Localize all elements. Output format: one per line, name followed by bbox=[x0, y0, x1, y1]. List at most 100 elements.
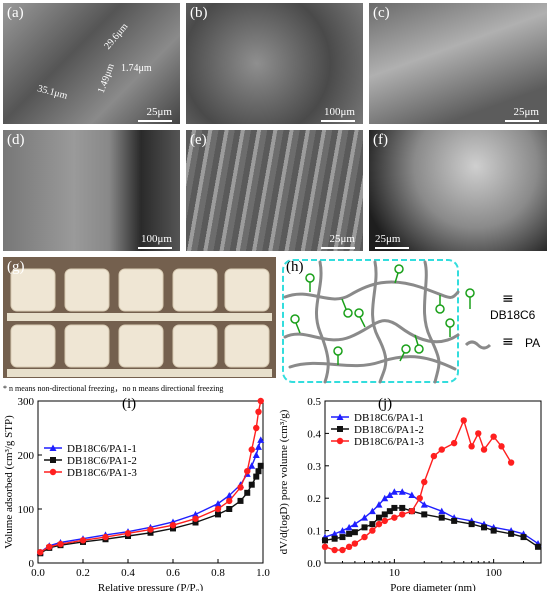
data-point bbox=[450, 439, 458, 447]
data-point bbox=[192, 510, 199, 518]
x-tick-label: 10 bbox=[389, 567, 401, 579]
data-point bbox=[244, 489, 251, 496]
legend-crown bbox=[465, 288, 475, 309]
chart-pore-distribution: 0.0 0.1 0.2 0.3 0.4 0.5 10 100 Pore diameter (nm… bbox=[278, 396, 542, 591]
series-line bbox=[324, 507, 539, 548]
data-point bbox=[386, 508, 393, 515]
sem-panel-e: (e) 25μm bbox=[186, 130, 363, 251]
data-point bbox=[420, 501, 428, 508]
data-point bbox=[253, 473, 260, 480]
data-point bbox=[226, 506, 233, 512]
data-point bbox=[57, 540, 64, 548]
y-tick-label: 0.3 bbox=[307, 461, 321, 473]
scale-label-d: 100μm bbox=[141, 233, 172, 245]
data-point bbox=[214, 505, 222, 513]
legend-symbol-crown: ≡ bbox=[502, 291, 514, 307]
data-point bbox=[322, 537, 328, 544]
data-point bbox=[468, 521, 475, 528]
legend-marker bbox=[49, 444, 57, 451]
data-point bbox=[438, 514, 445, 521]
data-point bbox=[124, 530, 132, 537]
y-tick-label: 300 bbox=[18, 396, 35, 408]
data-point bbox=[257, 397, 264, 405]
data-point bbox=[79, 537, 87, 544]
data-point bbox=[351, 520, 359, 528]
scale-bar-b bbox=[321, 120, 355, 122]
annotation-a-4: 35.1μm bbox=[36, 83, 69, 102]
data-point bbox=[339, 546, 346, 554]
data-point bbox=[345, 523, 353, 531]
annotation-a-2: 1.74μm bbox=[121, 63, 152, 74]
sample-photo bbox=[3, 257, 276, 378]
data-point bbox=[490, 527, 497, 534]
legend-label: DB18C6/PA1-1 bbox=[354, 412, 424, 424]
y-tick-label: 0.5 bbox=[307, 396, 321, 408]
legend-marker bbox=[336, 413, 344, 420]
data-point bbox=[331, 535, 338, 542]
scale-bar-e bbox=[321, 247, 355, 249]
data-point bbox=[255, 408, 262, 415]
scale-label-b: 100μm bbox=[324, 106, 355, 118]
data-point bbox=[215, 511, 221, 518]
x-tick-label: 1.0 bbox=[256, 567, 270, 579]
data-point bbox=[480, 446, 488, 453]
legend-marker bbox=[336, 437, 344, 445]
scale-bar-f bbox=[375, 247, 409, 249]
data-point bbox=[226, 497, 233, 505]
data-point bbox=[360, 514, 368, 521]
legend-marker bbox=[337, 426, 343, 432]
sem-panel-b: (b) 100μm bbox=[186, 3, 363, 124]
panel-label-c: (c) bbox=[373, 5, 390, 21]
legend-marker bbox=[50, 457, 56, 463]
data-point bbox=[248, 481, 255, 488]
scale-label-a: 25μm bbox=[146, 106, 172, 118]
x-axis-label: Pore diameter (nm) bbox=[390, 582, 476, 591]
sem-panel-c: (c) 25μm bbox=[369, 3, 547, 124]
footnote: * n means non-directional freezing，no n … bbox=[3, 384, 224, 393]
data-point bbox=[237, 497, 244, 504]
schematic-panel-h: (h) ≡ DB18C6 ≡ PA bbox=[280, 257, 548, 385]
data-point bbox=[399, 511, 406, 518]
data-point bbox=[508, 530, 515, 537]
data-point bbox=[147, 529, 154, 536]
data-point bbox=[248, 446, 255, 453]
data-point bbox=[408, 507, 416, 515]
data-point bbox=[102, 533, 109, 541]
scale-label-f: 25μm bbox=[375, 233, 401, 245]
data-point bbox=[351, 540, 359, 547]
panel-label-i: (i) bbox=[122, 396, 137, 412]
network-schematic bbox=[282, 259, 492, 384]
y-tick-label: 0.4 bbox=[307, 428, 321, 440]
data-point bbox=[37, 549, 44, 556]
panel-label-j: (j) bbox=[378, 396, 393, 412]
data-point bbox=[368, 507, 376, 515]
data-point bbox=[416, 495, 423, 502]
panel-label-d: (d) bbox=[7, 132, 25, 148]
y-tick-label: 0.2 bbox=[307, 493, 321, 505]
panel-label-a: (a) bbox=[7, 5, 24, 21]
annotation-a-1: 29.6μm bbox=[102, 21, 131, 52]
legend-symbol-pa: ≡ bbox=[502, 334, 514, 350]
data-point bbox=[237, 484, 244, 491]
panel-label-g: (g) bbox=[7, 259, 25, 275]
series-line bbox=[324, 491, 539, 545]
data-point bbox=[257, 462, 264, 469]
data-point bbox=[338, 527, 346, 534]
data-point bbox=[361, 524, 368, 531]
data-point bbox=[398, 488, 406, 495]
data-point bbox=[257, 436, 265, 443]
data-point bbox=[331, 530, 339, 537]
data-point bbox=[346, 530, 353, 537]
x-axis-label: Relative pressure (P/P₀) bbox=[98, 582, 204, 591]
x-tick-label: 0.6 bbox=[166, 567, 180, 579]
y-tick-label: 0 bbox=[29, 558, 35, 570]
data-point bbox=[252, 451, 260, 458]
data-point bbox=[460, 417, 467, 424]
data-point bbox=[46, 543, 53, 550]
x-tick-label: 0.0 bbox=[31, 567, 45, 579]
data-point bbox=[475, 430, 482, 437]
data-point bbox=[331, 546, 338, 554]
dashed-frame bbox=[282, 259, 459, 383]
legend-pa-line bbox=[464, 340, 492, 350]
x-tick-label: 0.2 bbox=[76, 567, 90, 579]
